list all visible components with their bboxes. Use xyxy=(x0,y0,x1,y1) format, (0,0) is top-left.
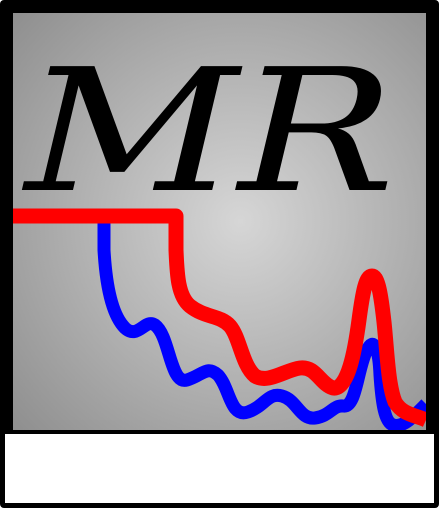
logo-monogram: MR xyxy=(21,33,395,231)
logo-footer xyxy=(5,434,434,503)
red-trace xyxy=(13,208,426,427)
blue-trace xyxy=(97,222,426,430)
